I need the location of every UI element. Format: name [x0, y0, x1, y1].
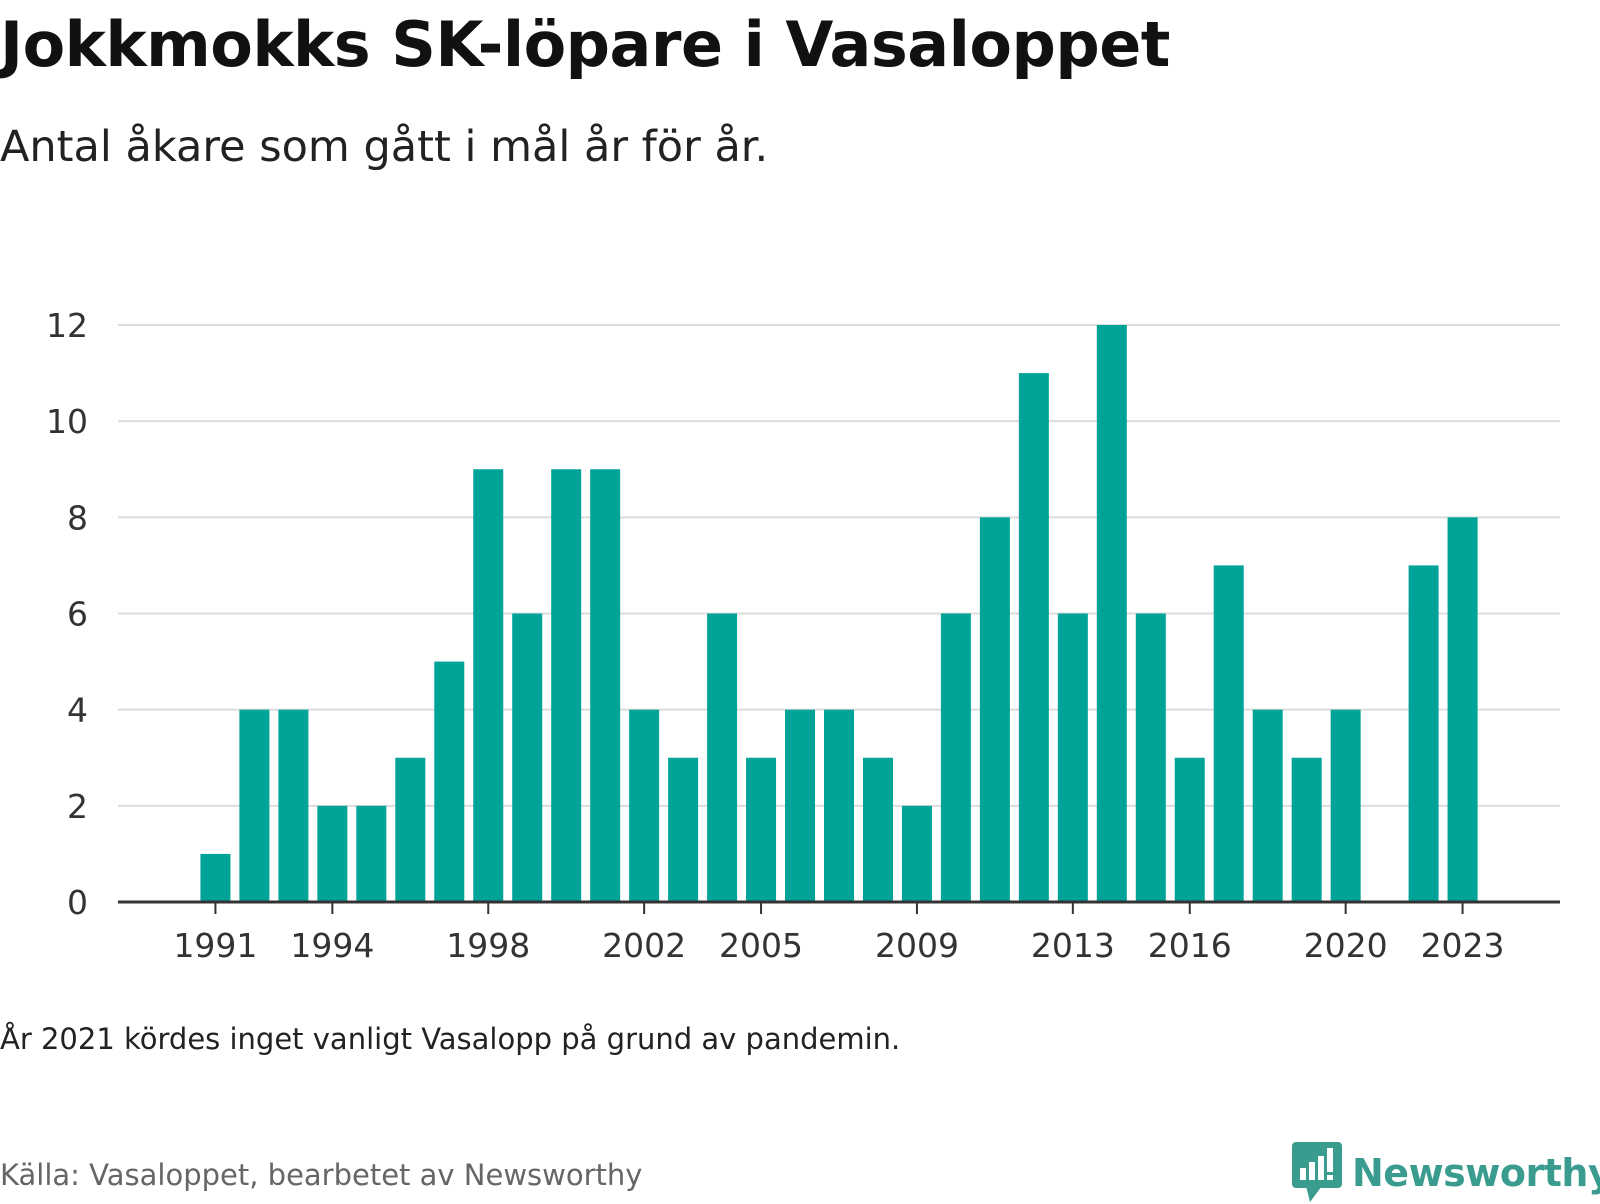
- bar-2003: [668, 757, 699, 902]
- bar-2004: [707, 613, 738, 902]
- bar-2013: [1057, 613, 1088, 902]
- bar-2015: [1135, 613, 1166, 902]
- bar-2020: [1330, 709, 1361, 902]
- bars: [200, 325, 1478, 902]
- bar-2002: [629, 709, 660, 902]
- bar-2010: [940, 613, 971, 902]
- newsworthy-logo: Newsworthy: [1292, 1142, 1600, 1204]
- y-tick-label: 0: [67, 883, 88, 922]
- bar-2011: [979, 517, 1010, 902]
- bar-2009: [901, 805, 932, 902]
- x-axis: [118, 900, 1560, 914]
- source-credit: Källa: Vasaloppet, bearbetet av Newswort…: [0, 1158, 643, 1192]
- x-tick-label: 2009: [875, 926, 959, 965]
- bar-2019: [1291, 757, 1322, 902]
- chart-subtitle: Antal åkare som gått i mål år för år.: [0, 122, 769, 172]
- x-tick-label: 2005: [719, 926, 803, 965]
- y-tick-label: 8: [67, 498, 88, 537]
- x-tick-label: 2002: [602, 926, 686, 965]
- bar-1996: [395, 757, 426, 902]
- y-tick-label: 10: [46, 402, 88, 441]
- bar-2014: [1096, 325, 1127, 902]
- bar-2012: [1018, 373, 1049, 902]
- bar-2008: [862, 757, 893, 902]
- y-axis-labels: 0 2 4 6 8 10 12: [46, 306, 88, 922]
- bar-2023: [1447, 517, 1478, 902]
- y-tick-label: 4: [67, 691, 88, 730]
- bar-1992: [239, 709, 270, 902]
- x-tick-label: 1998: [446, 926, 530, 965]
- bar-1998: [473, 469, 504, 902]
- x-tick-label: 2016: [1148, 926, 1232, 965]
- x-tick-label: 2020: [1304, 926, 1388, 965]
- x-tick-label: 2013: [1031, 926, 1115, 965]
- bar-1994: [317, 805, 348, 902]
- chart-title: Jokkmokks SK-löpare i Vasaloppet: [0, 8, 1170, 81]
- bar-2017: [1213, 565, 1244, 902]
- bar-2018: [1252, 709, 1283, 902]
- x-tick-label: 1994: [290, 926, 374, 965]
- bar-2016: [1174, 757, 1205, 902]
- bar-1999: [512, 613, 543, 902]
- bar-2007: [824, 709, 854, 902]
- bar-2001: [590, 469, 621, 902]
- bar-2022: [1408, 565, 1439, 902]
- y-tick-label: 12: [46, 306, 88, 345]
- footnote: År 2021 kördes inget vanligt Vasalopp på…: [0, 1022, 901, 1056]
- y-tick-label: 2: [67, 787, 88, 826]
- bar-2005: [746, 757, 777, 902]
- x-tick-label: 2023: [1421, 926, 1505, 965]
- newsworthy-logo-text: Newsworthy: [1352, 1151, 1600, 1195]
- bar-chart: 0 2 4 6 8 10 12 1991 1994 1998 2002 2005 2009 2013 20…: [46, 306, 1560, 965]
- x-axis-labels: 1991 1994 1998 2002 2005 2009 2013 2016 2020 2023: [173, 926, 1504, 965]
- bar-1991: [200, 853, 231, 902]
- bar-2006: [785, 709, 816, 902]
- bar-1993: [278, 709, 309, 902]
- bar-1995: [356, 805, 387, 902]
- bar-1997: [434, 661, 465, 902]
- y-tick-label: 6: [67, 595, 88, 634]
- newsworthy-logo-icon: [1292, 1142, 1342, 1202]
- x-tick-label: 1991: [173, 926, 257, 965]
- bar-2000: [551, 469, 582, 902]
